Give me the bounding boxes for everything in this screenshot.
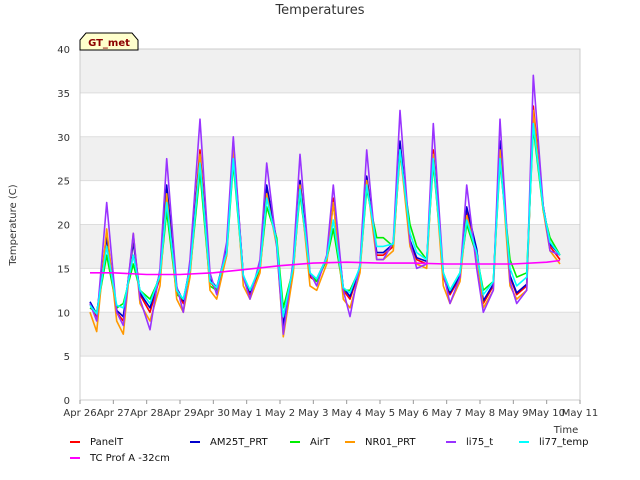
background-band: [80, 312, 580, 357]
legend-label: NR01_PRT: [365, 437, 416, 448]
x-tick-label: May 6: [398, 408, 428, 419]
x-tick-label: Apr 30: [197, 408, 230, 419]
x-tick-label: Apr 27: [97, 408, 130, 419]
plot-frame: [79, 48, 581, 401]
x-tick-label: Apr 28: [130, 408, 163, 419]
x-tick-label: May 11: [562, 408, 599, 419]
badge-shape: [79, 32, 139, 51]
y-tick-label: 5: [64, 352, 70, 363]
legend: PanelT AM25T_PRT AirT NR01_PRT li75_t li77_te…: [70, 437, 588, 464]
x-tick-label: May 8: [465, 408, 495, 419]
legend-label: li75_t: [466, 437, 493, 448]
x-tick-label: Apr 29: [163, 408, 196, 419]
x-tick-label: Apr 26: [63, 408, 96, 419]
x-tick-label: May 7: [432, 408, 462, 419]
x-tick-label: May 10: [528, 408, 565, 419]
legend-label: PanelT: [90, 437, 124, 448]
x-tick-label: May 5: [365, 408, 395, 419]
x-tick-label: May 3: [298, 408, 328, 419]
x-axis-ticks: Apr 26 Apr 27 Apr 28 Apr 29 Apr 30 May 1 May 2…: [63, 400, 598, 419]
legend-label: li77_temp: [539, 437, 588, 448]
legend-label: AM25T_PRT: [210, 437, 269, 448]
y-tick-label: 15: [57, 264, 70, 275]
x-axis-title: Time: [553, 425, 578, 436]
series-line-li77-temp: [89, 122, 561, 318]
legend-label: AirT: [310, 437, 331, 448]
y-tick-label: 20: [57, 221, 70, 232]
x-tick-label: May 9: [498, 408, 528, 419]
badge-label: GT_met: [88, 38, 130, 49]
series-lines: [89, 74, 561, 338]
series-line-tc-prof-a-32cm: [90, 259, 561, 276]
y-axis-ticks: 0 5 10 15 20 25 30 35 40: [57, 45, 70, 407]
station-badge: GT_met: [79, 32, 139, 51]
x-tick-label: May 4: [332, 408, 362, 419]
y-tick-label: 40: [57, 45, 70, 56]
y-tick-label: 10: [57, 308, 70, 319]
chart-title: Temperatures: [274, 3, 364, 18]
y-tick-label: 35: [57, 89, 70, 100]
x-tick-label: May 1: [232, 408, 262, 419]
background-band: [80, 49, 580, 93]
background-band: [80, 136, 580, 181]
y-tick-label: 30: [57, 133, 70, 144]
y-tick-label: 0: [64, 396, 70, 407]
legend-label: TC Prof A -32cm: [89, 453, 170, 464]
series-line-li75-t: [89, 74, 561, 336]
x-tick-label: May 2: [265, 408, 295, 419]
y-axis-title: Temperature (C): [8, 184, 19, 266]
y-tick-label: 25: [57, 177, 70, 188]
